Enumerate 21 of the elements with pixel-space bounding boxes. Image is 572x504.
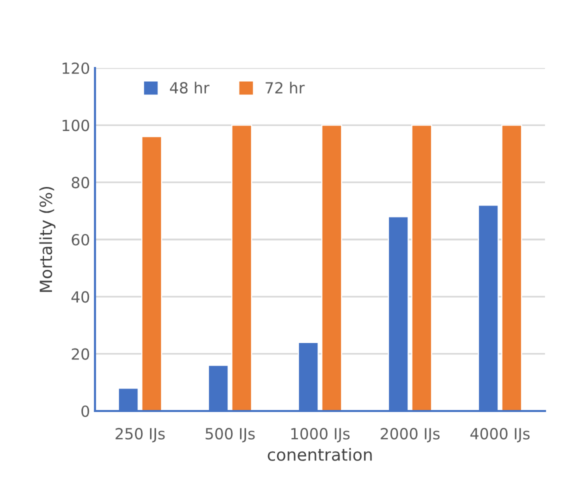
x-tick-label: 1000 IJs <box>291 428 350 442</box>
bar <box>321 124 342 411</box>
bar <box>411 124 432 411</box>
y-tick-label: 20 <box>72 348 90 360</box>
x-tick-label: 2000 IJs <box>380 428 440 442</box>
y-tick-label: 100 <box>62 120 90 132</box>
y-axis-title: Mortality (%) <box>39 186 56 292</box>
x-tick-label: 500 IJs <box>206 428 255 442</box>
legend-label: 48 hr <box>170 82 210 94</box>
bar <box>141 136 162 411</box>
bar <box>501 124 522 411</box>
y-tick-label: 60 <box>72 234 90 246</box>
x-axis-title: conentration <box>268 448 372 461</box>
x-tick-label: 4000 IJs <box>470 428 530 442</box>
y-tick-label: 120 <box>62 62 90 74</box>
y-tick-label: 0 <box>81 405 90 418</box>
y-tick-label: 40 <box>71 291 90 303</box>
bar <box>231 124 252 411</box>
y-tick-label: 80 <box>72 176 90 188</box>
legend-label: 72 hr <box>266 82 305 94</box>
x-tick-label: 250 IJs <box>116 428 165 442</box>
